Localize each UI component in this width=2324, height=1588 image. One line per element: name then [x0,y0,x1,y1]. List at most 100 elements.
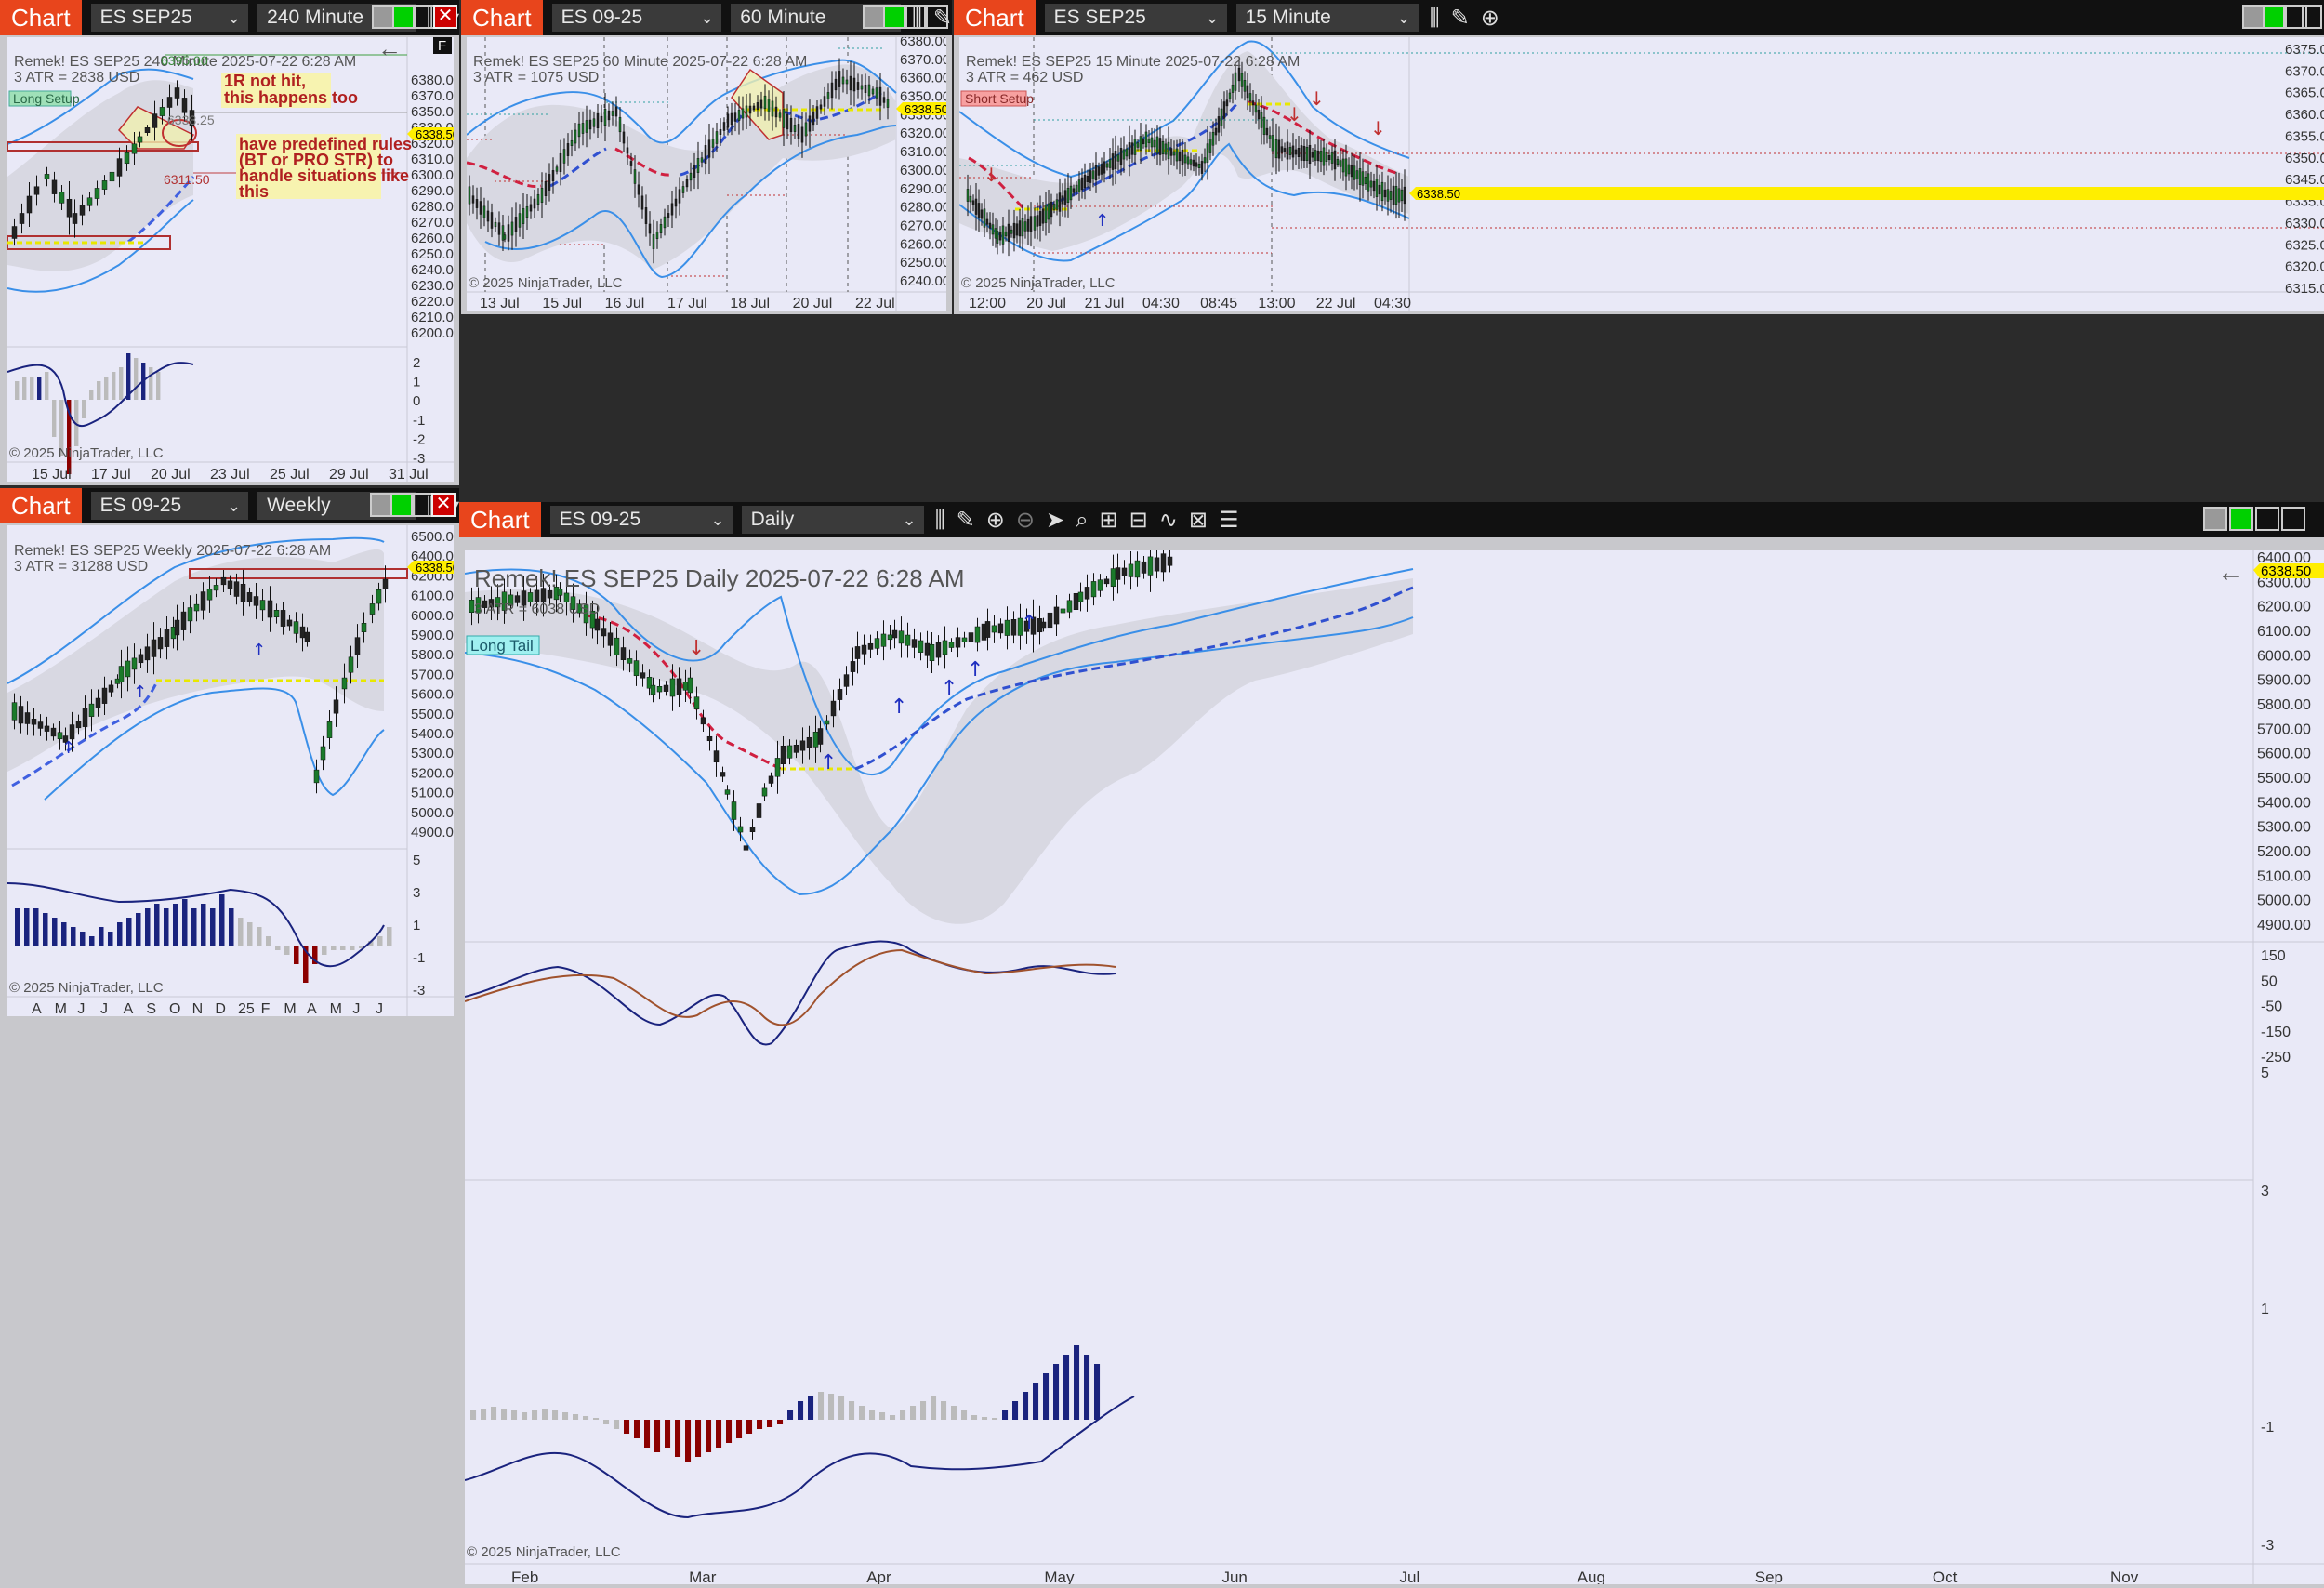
instrument-selector[interactable]: ES 09-25 ⌄ [549,506,733,534]
bar-type-icon[interactable]: ⫼ [911,5,922,31]
restore-icon[interactable] [2302,5,2322,29]
x-tick-label: J [100,1001,108,1016]
instrument-value: ES SEP25 [1053,7,1146,28]
y-tick-label: 6330.00 [2285,216,2324,232]
arrow-down-icon: ↓ [984,164,999,186]
candle-body [974,198,978,215]
strategies-icon[interactable]: ∿ [1158,507,1178,533]
chevron-down-icon: ⌄ [710,510,725,529]
indicators-icon[interactable]: ⊟ [1129,507,1148,533]
candle-body [1231,84,1235,93]
price-panel[interactable]: Remek! ES SEP25 60 Minute 2025-07-22 6:2… [467,37,946,311]
candle-body [1211,131,1215,146]
candle-body [1257,109,1261,120]
candle-body [618,116,622,133]
close-icon[interactable]: ✕ [433,5,457,29]
minimize-icon[interactable] [2255,507,2279,531]
instrument-selector[interactable]: ES 09-25 ⌄ [90,492,249,520]
window-link-icon[interactable] [2203,507,2227,531]
chart-window-daily: Chart ES 09-25 ⌄ Daily ⌄ ⫼ ✎ ⊕ ⊖ ➤ ⌕ ⊞ ⊟ ∿… [459,502,2324,1588]
zoom-out-icon[interactable]: ⊖ [1015,507,1035,533]
instrument-selector[interactable]: ES SEP25 ⌄ [90,4,249,32]
instrument-value: ES 09-25 [561,7,643,28]
histogram-bar [387,927,392,946]
instrument-selector[interactable]: ES SEP25 ⌄ [1044,4,1227,32]
zoom-in-icon[interactable]: ⊕ [1480,5,1499,31]
instrument-selector[interactable]: ES 09-25 ⌄ [551,4,722,32]
candle-body [206,589,213,601]
interval-selector[interactable]: 15 Minute ⌄ [1235,4,1419,32]
y-tick-label: 5800.00 [2257,697,2311,713]
candle-body [1297,148,1301,157]
candle-body [57,732,63,740]
histogram-bar [229,908,234,946]
y-tick-label: 6220.00 [411,294,454,310]
candle-body [867,642,874,650]
y-tick-label: 5100.00 [2257,868,2311,884]
chart-menu-button[interactable]: Chart [0,488,82,523]
candle-body [711,139,715,148]
window-link-icon[interactable] [2242,5,2266,29]
price-panel[interactable]: ↑ ↑ ↑ Remek! ES SEP25 Weekly 2025-07-22 … [7,525,454,1016]
restore-icon[interactable] [924,5,948,29]
candle-body [174,87,180,99]
interval-selector[interactable]: Daily ⌄ [741,506,924,534]
window-status-icon[interactable] [2263,5,2287,29]
restore-icon[interactable] [2281,507,2305,531]
y-tick-label: 1 [413,918,420,933]
price-panel[interactable]: Remek! ES SEP25 15 Minute 2025-07-22 6:2… [959,37,2324,311]
minimize-icon[interactable] [2283,5,2307,29]
candle-body [1228,92,1232,99]
candle-body [69,724,75,740]
candle-body [320,746,326,761]
candle-body [596,112,600,129]
annotation-1r-line1: 1R not hit, [224,72,306,90]
arrow-left-icon[interactable]: ← [377,37,402,62]
menu-list-icon[interactable]: ☰ [1218,507,1239,533]
window-status-icon[interactable] [390,493,415,517]
candle-body [189,110,195,126]
candle-body [1007,223,1010,242]
price-panel[interactable]: Remek! ES SEP25 240 Minute 2025-07-22 6:… [7,37,454,482]
bar-type-icon[interactable]: ⫼ [1429,5,1440,31]
histogram-bar [30,377,34,400]
y-tick-label: 5900.00 [411,628,454,643]
atr-label: 3 ATR = 6038 USD [474,602,600,617]
chart-menu-button[interactable]: Chart [461,0,543,35]
window-status-icon[interactable] [2229,507,2253,531]
zoom-in-icon[interactable]: ⊕ [985,507,1005,533]
bar-type-icon[interactable]: ⫼ [934,507,945,533]
draw-tool-icon[interactable]: ✎ [956,507,975,533]
candle-body [540,188,544,203]
candle-body [193,603,200,612]
histogram-bar [1033,1383,1039,1420]
x-tick-label: 08:45 [1200,296,1237,311]
data-box-icon[interactable]: ⌕ [1076,507,1089,533]
candle-body [1181,149,1184,166]
window-status-icon[interactable] [883,5,907,29]
draw-tool-icon[interactable]: ✎ [1450,5,1470,31]
candle-body [527,592,534,602]
y-tick-label: 5500.00 [2257,771,2311,787]
y-tick-label: 6380.00 [411,73,454,88]
chart-menu-button[interactable]: Chart [0,0,82,35]
close-icon[interactable]: ✕ [431,493,456,517]
candle-body [875,87,878,99]
minimize-icon[interactable] [904,5,928,29]
y-tick-label: 6250.00 [411,246,454,262]
candle-body [991,625,997,633]
pointer-icon[interactable]: ➤ [1045,507,1065,533]
price-panel[interactable]: ↑ ↑ ↑ ↑ ↑ ↓ Remek! ES SEP25 Daily 2025-0… [465,550,2324,1584]
chart-menu-button[interactable]: Chart [954,0,1036,35]
properties-icon[interactable]: ⊞ [1099,507,1118,533]
chart-menu-button[interactable]: Chart [459,502,541,537]
window-status-icon[interactable] [392,5,416,29]
templates-icon[interactable]: ⊠ [1188,507,1208,533]
arrow-up-icon: ↑ [967,658,984,682]
candle-body [1271,135,1274,152]
candle-body [874,638,880,649]
arrow-left-icon[interactable]: ← [2217,557,2245,588]
candle-body [488,599,495,608]
bar-type-icon[interactable]: ⫼ [426,5,437,31]
badge-f[interactable]: F [438,38,446,54]
